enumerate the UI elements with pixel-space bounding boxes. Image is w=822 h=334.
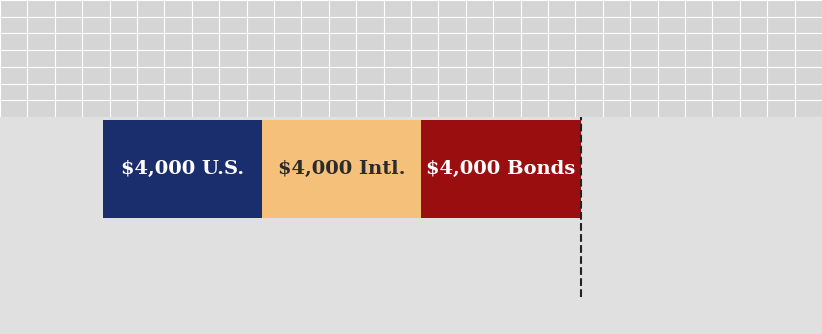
Text: $12,000: $12,000 — [530, 0, 630, 19]
FancyBboxPatch shape — [421, 120, 580, 217]
Text: $4,000 Bonds: $4,000 Bonds — [427, 160, 575, 178]
FancyBboxPatch shape — [262, 120, 421, 217]
Text: $4,000 U.S.: $4,000 U.S. — [121, 160, 244, 178]
FancyBboxPatch shape — [103, 120, 262, 217]
Text: $4,000 Intl.: $4,000 Intl. — [278, 160, 405, 178]
